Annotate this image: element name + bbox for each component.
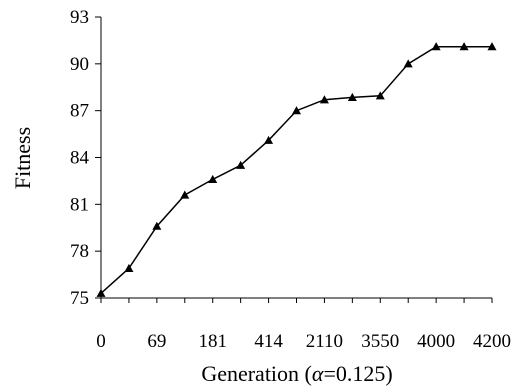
y-axis-label: Fitness [10, 127, 35, 189]
plot-area: 75 78 81 84 87 90 93 0 69 181 414 2110 3550 4000 4200 [70, 7, 511, 352]
x-tick-label: 0 [96, 331, 106, 352]
data-point-marker [96, 288, 106, 297]
y-tick-label: 75 [70, 288, 89, 309]
data-point-marker [375, 91, 385, 100]
x-tick-label: 2110 [306, 331, 343, 352]
data-point-marker [208, 174, 218, 183]
data-point-marker [264, 135, 274, 144]
series-line [100, 45, 492, 294]
data-point-marker [403, 59, 413, 68]
x-axis-label-suffix: =0.125) [323, 361, 392, 386]
data-point-marker [124, 263, 134, 272]
x-tick-label: 414 [254, 331, 283, 352]
data-point-marker [152, 221, 162, 230]
data-point-marker [347, 92, 357, 101]
x-tick-label: 4200 [473, 331, 511, 352]
x-axis-label-prefix: Generation ( [201, 361, 312, 386]
y-tick-label: 81 [70, 194, 89, 215]
data-point-marker [319, 95, 329, 104]
y-tick-label: 87 [70, 101, 89, 122]
alpha-symbol: α [312, 361, 324, 386]
y-tick-label: 90 [70, 54, 89, 75]
data-point-marker [236, 160, 246, 169]
x-tick-label: 4000 [417, 331, 455, 352]
data-point-marker [180, 190, 190, 199]
data-point-marker [459, 42, 469, 51]
y-tick-label: 84 [70, 148, 90, 169]
data-point-marker [292, 106, 301, 115]
x-axis-label: Generation (α=0.125) [201, 361, 392, 386]
data-point-marker [487, 42, 497, 51]
x-tick-label: 181 [198, 331, 227, 352]
data-point-marker [431, 42, 441, 51]
y-tick-label: 93 [70, 7, 89, 28]
x-tick-label: 69 [147, 331, 166, 352]
y-tick-label: 78 [70, 241, 89, 262]
x-tick-label: 3550 [361, 331, 399, 352]
